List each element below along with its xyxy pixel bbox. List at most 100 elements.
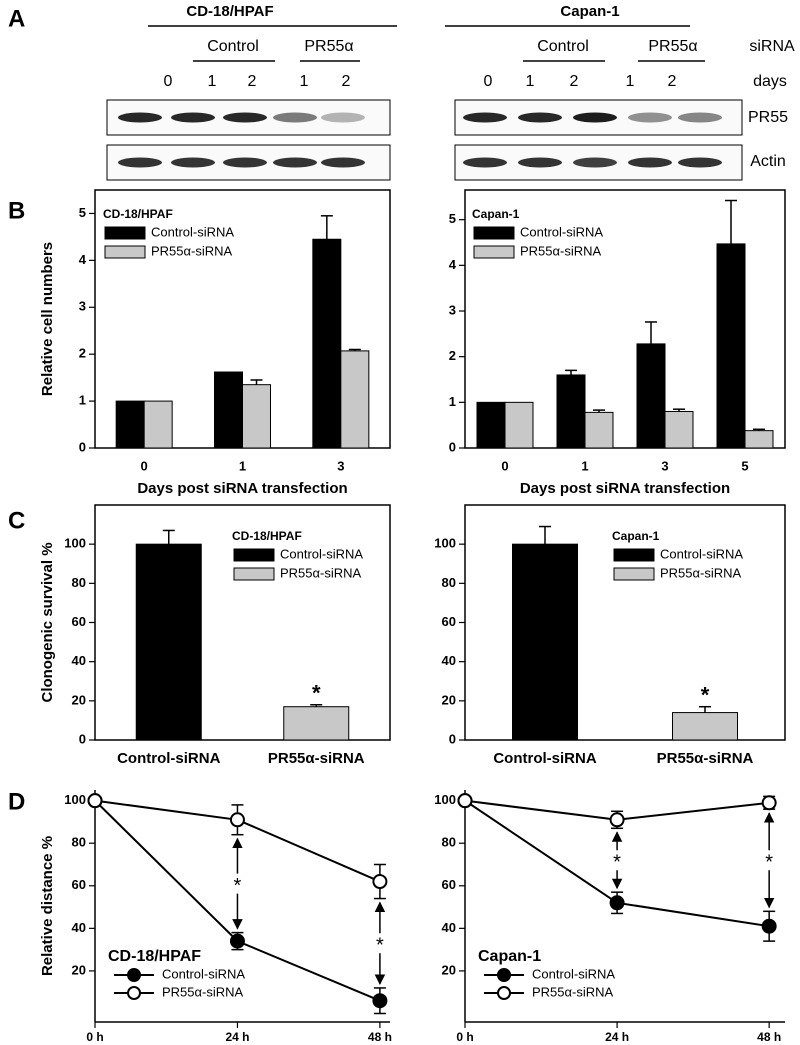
y-tick-label: 5 (449, 211, 456, 226)
panel-label: A (8, 5, 25, 32)
band (273, 157, 317, 168)
legend-swatch (613, 567, 655, 581)
y-tick-label: 0 (449, 439, 456, 454)
point (761, 795, 777, 811)
bar (664, 410, 694, 449)
cell-line: Capan-1 (560, 3, 619, 20)
legend-label: Control-siRNA (162, 966, 245, 981)
panel-label: D (8, 788, 25, 815)
y-tick-label: 40 (72, 653, 86, 668)
x-tick-label: 0 h (86, 1030, 103, 1044)
bar (584, 411, 614, 449)
y-tick-label: 80 (72, 835, 86, 850)
bar (312, 238, 342, 449)
legend-label: Control-siRNA (660, 546, 743, 561)
day-label: 0 (484, 73, 493, 90)
x-tick-label: 24 h (605, 1030, 629, 1044)
day-label: 1 (208, 73, 217, 90)
y-tick-label: 60 (72, 877, 86, 892)
day-label: 1 (626, 73, 635, 90)
bar (636, 343, 666, 449)
band (223, 157, 267, 168)
x-tick-label: 3 (337, 458, 344, 473)
band (171, 157, 215, 168)
y-tick-label: 5 (79, 205, 86, 220)
y-axis-label: Relative cell numbers (39, 242, 56, 396)
bar (512, 543, 578, 741)
x-axis-label: Days post siRNA transfection (520, 480, 730, 497)
point (372, 874, 388, 890)
group-label: PR55α (648, 38, 697, 55)
x-tick-label: Control-siRNA (117, 750, 220, 767)
legend-label: PR55α-siRNA (162, 984, 244, 999)
plot-frame (464, 189, 786, 449)
legend-label: Control-siRNA (280, 546, 363, 561)
band (273, 112, 317, 123)
bar (135, 543, 202, 741)
day-label: 2 (668, 73, 677, 90)
y-axis-label: Clonogenic survival % (39, 542, 56, 702)
legend-title: CD-18/HPAF (103, 207, 173, 221)
x-tick-label: 1 (239, 458, 246, 473)
y-tick-label: 3 (79, 299, 86, 314)
annotation: * (312, 681, 321, 706)
y-tick-label: 60 (72, 614, 86, 629)
group-label: PR55α (304, 38, 353, 55)
x-axis-label: Days post siRNA transfection (137, 480, 347, 497)
band (678, 157, 722, 168)
annotation: * (234, 875, 242, 897)
legend-swatch (473, 226, 515, 240)
day-label: 1 (300, 73, 309, 90)
x-tick-label: 5 (741, 458, 748, 473)
y-tick-label: 40 (72, 920, 86, 935)
annotation: * (376, 935, 384, 957)
legend-label: PR55α-siRNA (660, 565, 742, 580)
y-tick-label: 3 (449, 302, 456, 317)
y-tick-label: 4 (449, 257, 457, 272)
band (463, 112, 507, 123)
point (457, 793, 473, 809)
row-label: siRNA (749, 38, 795, 55)
legend-marker (497, 968, 511, 982)
annotation: * (765, 852, 773, 874)
y-tick-label: 2 (449, 348, 456, 363)
band (118, 157, 162, 168)
row-label: PR55 (748, 109, 788, 126)
legend-title: Capan-1 (472, 207, 520, 221)
bar (716, 243, 746, 449)
y-tick-label: 20 (442, 692, 456, 707)
bar (556, 374, 586, 449)
band (628, 157, 672, 168)
y-tick-label: 0 (79, 439, 86, 454)
legend-label: PR55α-siRNA (280, 565, 362, 580)
bar (115, 400, 145, 449)
legend-label: Control-siRNA (532, 966, 615, 981)
legend-label: Control-siRNA (151, 224, 234, 239)
legend-swatch (104, 226, 146, 240)
x-tick-label: Control-siRNA (493, 750, 596, 767)
legend-label: PR55α-siRNA (532, 984, 614, 999)
legend-label: Control-siRNA (520, 224, 603, 239)
bar (143, 400, 173, 449)
band (321, 112, 365, 123)
legend-swatch (473, 245, 515, 259)
y-axis-label: Relative distance % (39, 836, 56, 976)
point (229, 812, 245, 828)
point (229, 933, 245, 949)
y-tick-label: 100 (64, 536, 86, 551)
y-tick-label: 20 (72, 692, 86, 707)
x-tick-label: 0 (501, 458, 508, 473)
day-label: 2 (342, 73, 351, 90)
y-tick-label: 1 (79, 393, 86, 408)
legend-title: CD-18/HPAF (108, 948, 201, 965)
x-tick-label: 0 (141, 458, 148, 473)
day-label: 2 (248, 73, 257, 90)
panel-label: C (8, 507, 25, 534)
row-label: Actin (750, 153, 786, 170)
y-tick-label: 60 (442, 614, 456, 629)
y-tick-label: 80 (442, 835, 456, 850)
y-tick-label: 80 (72, 575, 86, 590)
y-tick-label: 40 (442, 653, 456, 668)
y-tick-label: 60 (442, 877, 456, 892)
